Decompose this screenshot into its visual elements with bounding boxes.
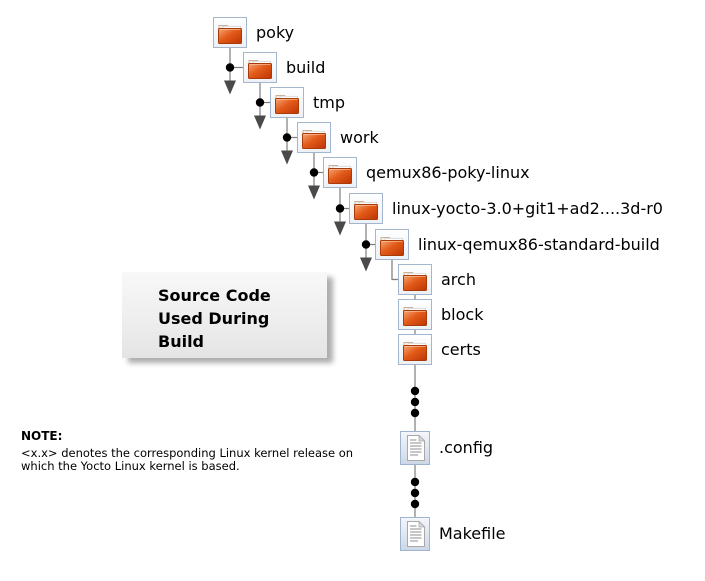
folder-icon: [398, 264, 432, 295]
node-linux-yocto: linux-yocto-3.0+git1+ad2....3d-r0: [349, 193, 663, 224]
document-icon: [400, 517, 430, 551]
callout-source-code: Source Code Used During Build: [122, 272, 327, 358]
node-label: arch: [441, 269, 476, 289]
node-certs: certs: [398, 334, 481, 365]
callout-text-line: Used During: [158, 309, 270, 328]
vertical-ellipsis-dots: [410, 386, 420, 509]
callout-text-line: Source Code: [158, 286, 271, 305]
node-poky: poky: [213, 17, 294, 48]
node-label: linux-yocto-3.0+git1+ad2....3d-r0: [392, 198, 663, 218]
note-block: NOTE: <x.x> denotes the corresponding Li…: [21, 429, 354, 474]
callout-text-line: Build: [158, 332, 205, 351]
node-arch: arch: [398, 264, 476, 295]
node-qemux86-poky-linux: qemux86-poky-linux: [323, 157, 530, 188]
node-makefile: Makefile: [400, 517, 506, 551]
document-icon: [400, 431, 430, 465]
node-build: build: [243, 52, 325, 83]
folder-icon: [398, 299, 432, 330]
node-label: tmp: [313, 92, 346, 112]
node-work: work: [297, 122, 379, 153]
branch-dot: [225, 63, 371, 249]
node-label: linux-qemux86-standard-build: [418, 234, 660, 254]
folder-icon: [297, 122, 331, 153]
node-label: work: [340, 127, 379, 147]
folder-icon: [213, 17, 247, 48]
folder-icon: [323, 157, 357, 188]
node-label: certs: [441, 339, 481, 359]
arrow-down-icon: [224, 80, 372, 272]
note-title: NOTE:: [21, 429, 63, 443]
node-label: Makefile: [439, 524, 506, 543]
node-label: block: [441, 304, 484, 324]
node-tmp: tmp: [270, 87, 345, 118]
node-label: qemux86-poky-linux: [366, 162, 530, 182]
note-text-line: <x.x> denotes the corresponding Linux ke…: [21, 445, 354, 460]
folder-icon: [270, 87, 304, 118]
node-label: poky: [256, 22, 295, 42]
node-linux-qemux86-standard-build: linux-qemux86-standard-build: [375, 229, 660, 260]
node-block: block: [398, 299, 483, 330]
folder-icon: [349, 193, 383, 224]
folder-icon: [375, 229, 409, 260]
folder-icon: [243, 52, 277, 83]
node-dot-config: .config: [400, 431, 493, 465]
node-label: build: [286, 57, 326, 77]
folder-icon: [398, 334, 432, 365]
node-label: .config: [439, 438, 494, 457]
note-text-line: which the Yocto Linux kernel is based.: [21, 459, 240, 473]
